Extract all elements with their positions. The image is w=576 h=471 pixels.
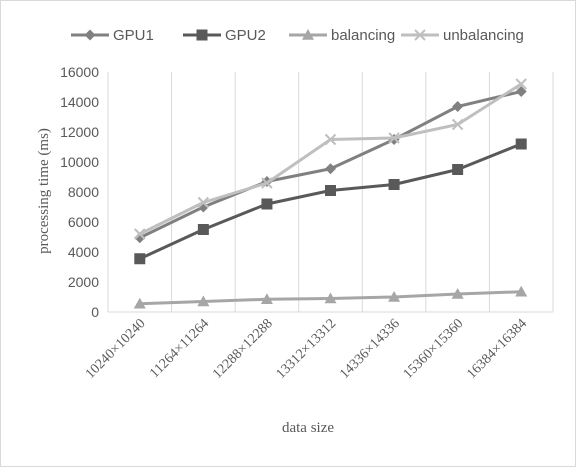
y-tick-label: 14000 xyxy=(60,94,99,110)
series-layer xyxy=(134,79,527,309)
x-tick-label: 14336×14336 xyxy=(337,316,403,382)
data-point xyxy=(261,199,272,210)
y-tick-label: 16000 xyxy=(60,64,99,80)
x-tick-label: 10240×10240 xyxy=(83,316,149,382)
legend-marker xyxy=(85,30,96,41)
series-GPU2 xyxy=(134,139,526,265)
legend-label: GPU2 xyxy=(225,27,266,44)
y-tick-label: 0 xyxy=(91,304,99,320)
legend-item: balancing xyxy=(289,27,395,44)
data-point xyxy=(516,139,527,150)
x-tick-label: 13312×13312 xyxy=(274,316,340,382)
y-tick-label: 6000 xyxy=(68,214,99,230)
x-tick-label: 16384×16384 xyxy=(464,316,530,382)
data-point xyxy=(452,164,463,175)
data-point xyxy=(452,101,463,112)
y-tick-label: 10000 xyxy=(60,154,99,170)
x-axis-label: data size xyxy=(282,420,334,436)
series-balancing xyxy=(134,286,527,309)
legend-label: unbalancing xyxy=(443,27,524,44)
y-axis-label: processing time (ms) xyxy=(36,128,52,254)
legend-item: GPU2 xyxy=(183,27,266,44)
x-tick-label: 15360×15360 xyxy=(401,316,467,382)
y-tick-label: 4000 xyxy=(68,244,99,260)
y-tick-label: 12000 xyxy=(60,124,99,140)
legend-label: balancing xyxy=(331,27,395,44)
x-tick-label: 11264×11264 xyxy=(147,316,212,381)
legend-item: unbalancing xyxy=(401,27,524,44)
y-axis-ticks: 0 2000 4000 6000 8000 10000 12000 14000 16000 xyxy=(60,64,99,320)
legend-label: GPU1 xyxy=(113,27,154,44)
x-axis-ticks: 10240×1024011264×1126412288×1228813312×1… xyxy=(83,316,530,382)
series-line xyxy=(140,144,521,259)
data-point xyxy=(325,185,336,196)
data-point xyxy=(389,179,400,190)
y-tick-label: 2000 xyxy=(68,274,99,290)
legend: GPU1 GPU2 balancing unbalancing xyxy=(71,27,524,44)
x-tick-label: 12288×12288 xyxy=(210,316,276,382)
legend-item: GPU1 xyxy=(71,27,154,44)
y-tick-label: 8000 xyxy=(68,184,99,200)
legend-marker xyxy=(197,30,208,41)
data-point xyxy=(134,253,145,264)
data-point xyxy=(325,163,336,174)
data-point xyxy=(198,224,209,235)
